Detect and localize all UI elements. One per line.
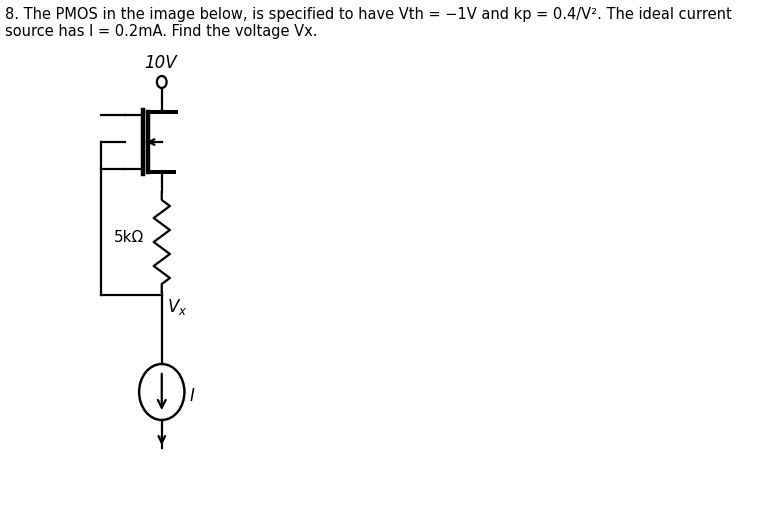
Text: I: I bbox=[189, 387, 194, 405]
Text: $V_x$: $V_x$ bbox=[167, 297, 187, 317]
Text: 10V: 10V bbox=[144, 54, 176, 72]
Text: 5kΩ: 5kΩ bbox=[114, 229, 144, 245]
Text: 8. The PMOS in the image below, is specified to have Vth = −1V and kp = 0.4/V². : 8. The PMOS in the image below, is speci… bbox=[5, 7, 731, 40]
